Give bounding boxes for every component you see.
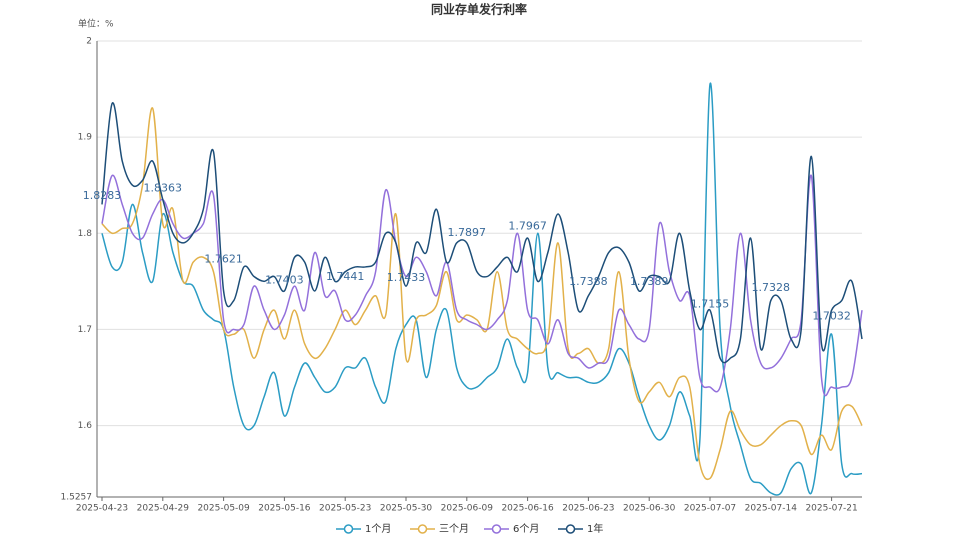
annotation-label: 1.8363	[144, 181, 183, 194]
annotation-label: 1.7155	[691, 298, 730, 311]
x-tick-label: 2025-05-09	[197, 504, 250, 514]
line-series	[101, 107, 863, 481]
y-axis-label: 单位：%	[78, 18, 114, 30]
annotation-label: 1.7621	[204, 253, 243, 266]
annotation-label: 1.7433	[387, 271, 426, 284]
legend-item[interactable]: 1年	[558, 522, 603, 535]
x-tick-label: 2025-05-30	[380, 504, 433, 514]
legend-marker	[343, 524, 354, 534]
x-tick-label: 2025-06-16	[501, 504, 554, 514]
y-tick-label: 1.9	[78, 133, 93, 143]
x-tick-label: 2025-07-07	[684, 504, 736, 514]
annotation-label: 1.7967	[508, 219, 547, 232]
legend-item[interactable]: 三个月	[410, 523, 469, 535]
x-tick-label: 2025-04-23	[76, 504, 128, 514]
x-tick-label: 2025-04-29	[137, 504, 190, 514]
y-tick-label: 1.7	[78, 325, 92, 335]
annotation-label: 1.8283	[83, 189, 122, 202]
x-tick-label: 2025-05-16	[258, 504, 311, 514]
line-series	[101, 102, 863, 364]
annotation-label: 1.7388	[569, 275, 608, 288]
annotation-label: 1.7389	[630, 275, 669, 288]
x-tick-label: 2025-06-09	[441, 504, 494, 514]
x-tick-label: 2025-07-21	[805, 504, 857, 514]
legend-label: 6个月	[513, 523, 539, 535]
x-tick-label: 2025-05-23	[319, 504, 371, 514]
annotation-label: 1.7328	[752, 281, 791, 294]
x-tick-label: 2025-07-14	[745, 504, 798, 514]
legend-label: 三个月	[439, 523, 469, 535]
x-tick-label: 2025-06-23	[562, 504, 614, 514]
y-tick-label: 1.5257	[61, 493, 93, 503]
legend-marker	[417, 524, 428, 534]
legend-item[interactable]: 1个月	[336, 523, 391, 535]
y-tick-label: 1.6	[78, 421, 93, 431]
annotation-label: 1.7032	[812, 309, 851, 322]
legend-label: 1个月	[365, 523, 391, 535]
y-tick-label: 2	[86, 37, 92, 47]
chart-title: 同业存单发行利率	[431, 2, 527, 17]
annotation-label: 1.7441	[326, 270, 365, 283]
y-tick-label: 1.8	[78, 229, 93, 239]
line-series	[101, 174, 863, 397]
x-tick-label: 2025-06-30	[623, 504, 676, 514]
annotation-label: 1.7403	[265, 274, 304, 287]
legend-marker	[565, 524, 576, 534]
legend-label: 1年	[587, 522, 603, 535]
legend-item[interactable]: 6个月	[484, 523, 539, 535]
line-series	[101, 82, 863, 496]
legend-marker	[491, 524, 502, 534]
annotation-label: 1.7897	[448, 226, 487, 239]
